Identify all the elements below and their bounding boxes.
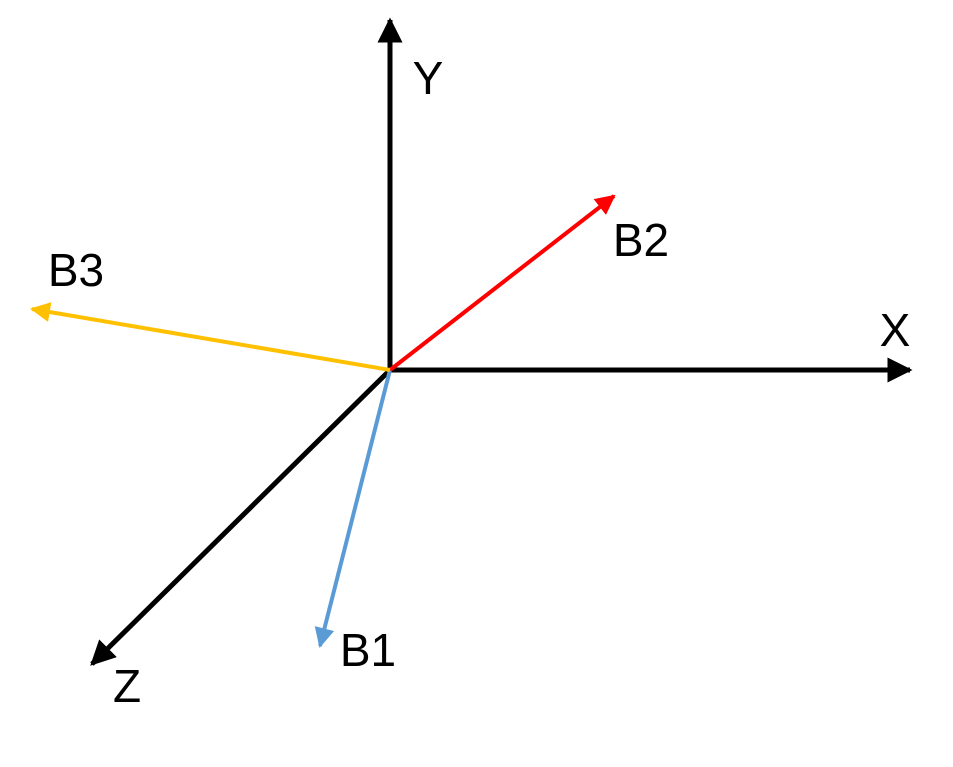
axis-label: Z: [113, 660, 141, 712]
vector-b1: [314, 369, 392, 648]
vector-b2: [388, 194, 616, 372]
axis-label: X: [880, 304, 911, 356]
vector-label: B2: [613, 214, 669, 266]
axis-label: Y: [413, 52, 444, 104]
vector-label: B1: [340, 624, 396, 676]
z-axis: [90, 368, 392, 666]
vector-label: B3: [48, 244, 104, 296]
vector-b3: [30, 302, 391, 372]
